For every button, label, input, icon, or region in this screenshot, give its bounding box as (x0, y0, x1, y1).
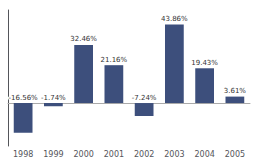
svg-text:-7.24%: -7.24% (132, 94, 157, 102)
svg-text:2000: 2000 (73, 150, 93, 159)
svg-text:2003: 2003 (164, 150, 184, 159)
svg-text:19.43%: 19.43% (191, 59, 218, 67)
svg-text:2004: 2004 (194, 150, 214, 159)
svg-text:43.86%: 43.86% (161, 15, 188, 23)
svg-text:21.16%: 21.16% (101, 56, 128, 64)
svg-text:-1.74%: -1.74% (41, 94, 66, 102)
svg-text:2002: 2002 (134, 150, 154, 159)
svg-text:-16.56%: -16.56% (9, 94, 39, 102)
svg-text:3.61%: 3.61% (224, 87, 247, 95)
svg-text:32.46%: 32.46% (70, 35, 97, 43)
svg-text:1999: 1999 (43, 150, 63, 159)
svg-text:1998: 1998 (13, 150, 33, 159)
svg-text:2001: 2001 (104, 150, 124, 159)
svg-text:2005: 2005 (225, 150, 245, 159)
